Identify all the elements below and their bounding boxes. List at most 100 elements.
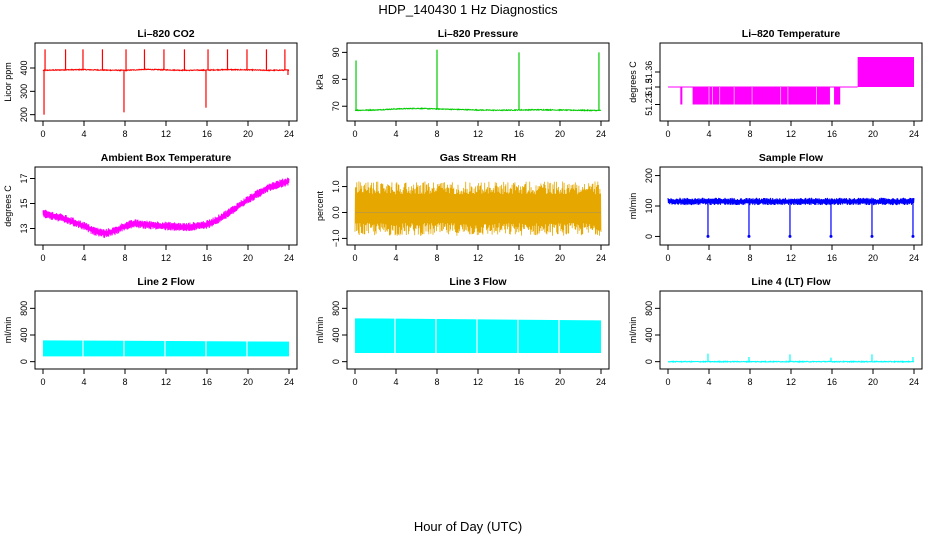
x-tick-label: 20 [555,253,565,263]
x-tick-label: 4 [81,377,86,387]
level-band [692,87,830,105]
figure-title: HDP_140430 1 Hz Diagnostics [378,2,558,17]
y-axis-label: ml/min [315,317,325,344]
x-tick-label: 24 [284,253,294,263]
series-line [354,181,602,236]
x-tick-label: 12 [473,253,483,263]
data-layer [42,177,290,238]
panel-title: Line 4 (LT) Flow [751,276,831,288]
y-axis-label: kPa [315,74,325,90]
series-line [667,197,915,206]
series-line [42,177,290,238]
x-tick-label: 20 [868,253,878,263]
data-layer [668,57,914,105]
y-tick-label: 400 [331,327,341,342]
y-axis-label: Licor ppm [3,62,13,102]
panel-3: Ambient Box Temperature degrees C 0 4 8 12 16 2… [3,152,298,263]
panel-title: Li–820 Temperature [742,28,841,40]
data-layer [355,316,601,355]
plot-frame [34,290,298,370]
y-tick-label: 80 [331,74,341,84]
x-tick-label: 4 [81,129,86,139]
x-tick-label: 0 [40,253,45,263]
x-tick-label: 20 [243,253,253,263]
y-tick-label: 100 [644,198,654,213]
spike-point [829,234,833,238]
y-tick-label: 300 [19,84,29,99]
y-tick-label: 1.0 [331,180,341,193]
level-band [680,87,683,105]
x-tick-label: 4 [393,377,398,387]
x-tick-label: 12 [473,129,483,139]
flow-band [355,318,601,353]
panel-title: Gas Stream RH [440,152,516,164]
y-tick-label: 17 [19,173,29,183]
plot-frame [659,290,923,370]
panel-1: Li–820 Pressure kPa 0 4 8 12 16 20 24 70 80 90 [315,28,610,139]
spike-point [911,234,915,238]
y-axis-label: percent [315,190,325,221]
x-tick-label: 4 [393,129,398,139]
x-tick-label: 20 [555,377,565,387]
data-layer [667,353,915,364]
x-tick-label: 16 [202,129,212,139]
x-tick-label: 20 [868,129,878,139]
x-tick-label: 12 [786,253,796,263]
x-tick-label: 12 [473,377,483,387]
y-tick-label: 0 [644,359,654,364]
x-tick-label: 8 [747,253,752,263]
x-tick-label: 16 [514,377,524,387]
x-tick-label: 16 [202,377,212,387]
x-tick-label: 24 [596,253,606,263]
y-tick-label: 0 [644,234,654,239]
y-tick-label: 400 [644,327,654,342]
x-tick-label: 20 [555,129,565,139]
x-tick-label: 8 [434,129,439,139]
y-axis-label: degrees C [3,185,13,227]
x-tick-label: 4 [706,129,711,139]
x-tick-label: 0 [352,377,357,387]
y-axis-label: ml/min [3,317,13,344]
y-tick-label: 13 [19,223,29,233]
y-tick-label: 0.0 [331,206,341,219]
y-axis-label: ml/min [628,317,638,344]
level-band [834,87,841,105]
x-tick-label: 24 [284,377,294,387]
x-tick-label: 12 [161,377,171,387]
x-tick-label: 24 [909,377,919,387]
x-tick-label: 4 [393,253,398,263]
panel-4: Gas Stream RH percent 0 4 8 12 16 20 24 −1.0 0.0 1.… [315,152,610,263]
figure-x-axis-label: Hour of Day (UTC) [414,519,522,534]
y-tick-label: 0 [19,359,29,364]
x-tick-label: 0 [352,129,357,139]
y-tick-label: 70 [331,101,341,111]
y-tick-label: 400 [19,60,29,75]
x-tick-label: 4 [81,253,86,263]
panel-7: Line 3 Flow ml/min 0 4 8 12 16 20 24 0 400 800 [315,276,610,387]
x-tick-label: 24 [596,129,606,139]
data-layer [355,49,602,112]
x-tick-label: 0 [40,377,45,387]
x-tick-label: 0 [40,129,45,139]
x-tick-label: 0 [352,253,357,263]
x-tick-label: 0 [665,377,670,387]
panel-0: Li–820 CO2 Licor ppm 0 4 8 12 16 20 24 200 300 400 [3,28,298,139]
spike-point [788,234,792,238]
x-tick-label: 4 [706,377,711,387]
series-line [667,360,915,364]
flow-band [43,340,289,357]
spike-point [870,234,874,238]
data-layer [43,338,289,359]
x-tick-label: 8 [747,377,752,387]
panel-8: Line 4 (LT) Flow ml/min 0 4 8 12 16 20 24 0 400 800 [628,276,923,387]
panel-title: Sample Flow [759,152,824,164]
x-tick-label: 20 [243,129,253,139]
x-tick-label: 8 [434,377,439,387]
data-layer [354,181,602,236]
x-tick-label: 12 [161,129,171,139]
x-tick-label: 24 [284,129,294,139]
panel-title: Li–820 CO2 [137,28,194,40]
x-tick-label: 16 [827,253,837,263]
x-tick-label: 16 [202,253,212,263]
spike-point [747,234,751,238]
